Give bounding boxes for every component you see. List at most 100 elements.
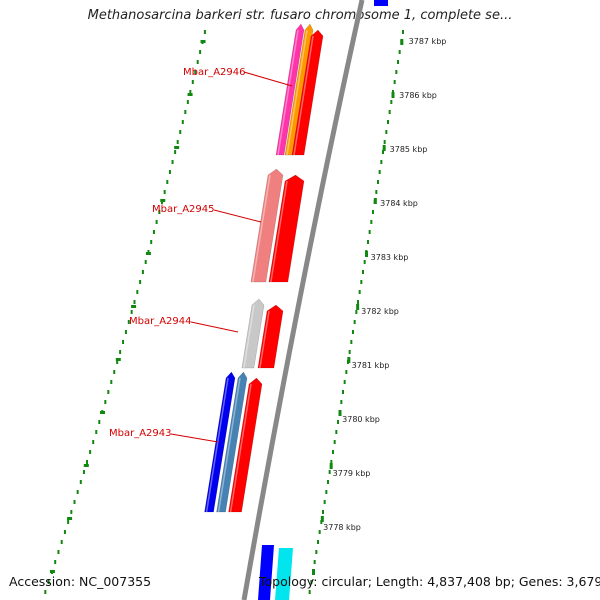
scale-tick xyxy=(139,280,142,284)
gene-feature-arrow xyxy=(228,377,263,513)
scale-tick xyxy=(325,490,328,494)
scale-tick xyxy=(372,210,374,214)
scale-tick xyxy=(184,110,187,114)
major-scale-tick xyxy=(187,93,193,96)
scale-tick xyxy=(337,420,339,424)
scale-tick xyxy=(89,450,92,454)
scale-label: 3786 kbp xyxy=(399,91,437,100)
scale-tick xyxy=(322,510,324,514)
scale-tick xyxy=(375,190,378,194)
scale-tick xyxy=(107,390,110,394)
major-scale-tick xyxy=(131,305,137,308)
scale-tick xyxy=(95,430,98,434)
scale-tick xyxy=(398,50,401,54)
scale-tick xyxy=(104,400,107,404)
gene-label: Mbar_A2945 xyxy=(152,204,215,215)
major-scale-tick xyxy=(160,199,166,202)
scale-tick xyxy=(181,120,184,124)
gene-feature-highlight xyxy=(259,310,270,369)
scale-tick-marks xyxy=(44,30,404,594)
major-scale-tick xyxy=(100,411,106,414)
scale-tick xyxy=(327,480,329,484)
scale-tick xyxy=(383,140,386,144)
scale-tick xyxy=(387,120,389,124)
major-scale-tick xyxy=(382,145,386,151)
gene-label-leader-line xyxy=(243,71,293,87)
scale-label: 3787 kbp xyxy=(409,37,447,46)
scale-tick xyxy=(155,220,158,224)
major-scale-tick xyxy=(145,252,151,255)
scale-tick xyxy=(179,130,182,134)
scale-tick xyxy=(116,360,119,364)
scale-tick xyxy=(385,130,388,134)
gene-feature-arrow xyxy=(241,298,265,369)
scale-tick xyxy=(133,300,136,304)
scale-tick xyxy=(328,470,331,474)
major-scale-tick xyxy=(67,517,73,520)
major-scale-tick xyxy=(373,198,377,204)
scale-tick xyxy=(144,260,147,264)
scale-tick xyxy=(353,320,356,324)
scale-tick xyxy=(73,500,76,504)
major-scale-tick xyxy=(365,251,368,257)
map-title: Methanosarcina barkeri str. fusaro chrom… xyxy=(87,8,513,23)
scale-tick xyxy=(313,560,316,564)
major-scale-tick xyxy=(338,410,342,416)
edge-feature xyxy=(258,545,274,600)
gene-feature-arrow xyxy=(275,23,305,156)
scale-tick xyxy=(357,300,359,304)
scale-tick xyxy=(152,230,155,234)
scale-tick xyxy=(348,350,351,354)
scale-tick xyxy=(355,310,358,314)
scale-tick xyxy=(130,310,133,314)
scale-tick xyxy=(388,110,391,114)
scale-tick xyxy=(196,60,199,64)
scale-tick xyxy=(70,510,73,514)
scale-tick xyxy=(171,160,174,164)
edge-feature xyxy=(374,0,388,6)
scale-tick xyxy=(57,550,60,554)
scale-label: 3782 kbp xyxy=(361,307,399,316)
scale-tick xyxy=(203,30,206,34)
scale-tick xyxy=(358,290,361,294)
scale-tick xyxy=(377,180,379,184)
gene-label-leader-line xyxy=(190,321,239,333)
gene-feature-arrow xyxy=(268,174,305,283)
scale-label: 3785 kbp xyxy=(390,145,428,154)
gene-feature-highlight xyxy=(217,377,241,513)
scale-tick xyxy=(92,440,95,444)
gene-feature-highlight xyxy=(277,29,299,156)
scale-label: 3779 kbp xyxy=(333,469,371,478)
scale-tick xyxy=(333,440,336,444)
scale-tick xyxy=(122,340,125,344)
scale-tick xyxy=(163,190,166,194)
scale-tick xyxy=(395,70,398,74)
gene-feature-arrow xyxy=(257,304,284,369)
scale-tick xyxy=(136,290,139,294)
scale-tick xyxy=(390,100,393,104)
scale-label: 3780 kbp xyxy=(342,415,380,424)
scale-tick xyxy=(189,90,192,94)
scale-tick xyxy=(119,350,122,354)
scale-label: 3781 kbp xyxy=(352,361,390,370)
scale-tick xyxy=(124,330,127,334)
major-scale-tick xyxy=(115,358,121,361)
scale-tick xyxy=(350,340,353,344)
gene-label: Mbar_A2946 xyxy=(183,67,246,78)
scale-tick xyxy=(86,460,89,464)
scale-tick xyxy=(168,170,171,174)
scale-tick xyxy=(199,50,202,54)
edge-feature xyxy=(275,548,293,600)
gene-feature-arrow xyxy=(250,168,284,283)
scale-tick xyxy=(340,400,343,404)
scale-tick xyxy=(191,80,194,84)
scale-tick xyxy=(113,370,116,374)
scale-tick xyxy=(317,540,319,544)
major-scale-tick xyxy=(320,516,324,522)
gene-feature-arrow xyxy=(216,371,248,513)
scale-tick xyxy=(380,160,383,164)
gene-feature-highlight xyxy=(270,180,288,283)
major-scale-tick xyxy=(49,570,55,573)
major-scale-tick xyxy=(312,569,315,575)
